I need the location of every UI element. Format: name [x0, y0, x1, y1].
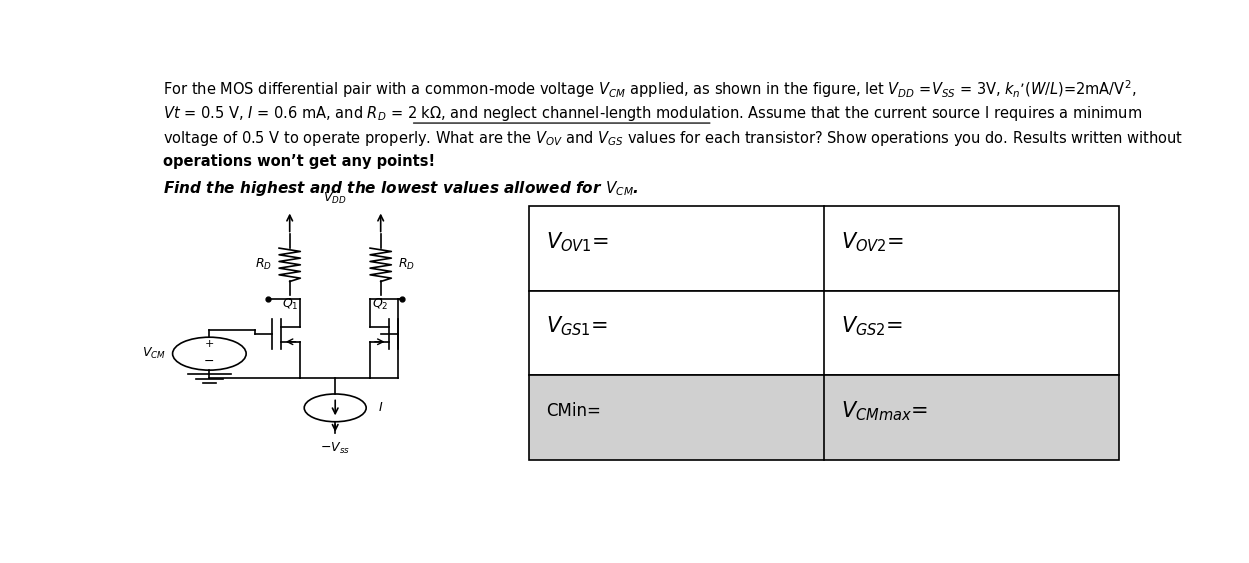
Text: For the MOS differential pair with a common-mode voltage $V_{CM}$ applied, as sh: For the MOS differential pair with a com…: [162, 78, 1137, 100]
Text: $V_{OV2}$=: $V_{OV2}$=: [842, 230, 904, 254]
Text: $V_{OV1}$=: $V_{OV1}$=: [546, 230, 610, 254]
Text: $Q_1$: $Q_1$: [282, 297, 299, 312]
FancyBboxPatch shape: [528, 291, 1119, 376]
Text: $V_{DD}$: $V_{DD}$: [323, 191, 347, 206]
Text: $Q_2$: $Q_2$: [371, 297, 388, 312]
Text: Find the highest and the lowest values allowed for $V_{CM}$.: Find the highest and the lowest values a…: [162, 179, 638, 198]
Text: CMin=: CMin=: [546, 402, 601, 420]
Text: −: −: [204, 355, 215, 368]
Text: $-V_{ss}$: $-V_{ss}$: [320, 441, 350, 457]
FancyBboxPatch shape: [528, 206, 1119, 291]
Text: $Vt$ = 0.5 V, $I$ = 0.6 mA, and $R_D$ = 2 kΩ, and neglect channel-length modulat: $Vt$ = 0.5 V, $I$ = 0.6 mA, and $R_D$ = …: [162, 104, 1142, 123]
Text: $R_D$: $R_D$: [255, 257, 272, 272]
Text: $V_{GS1}$=: $V_{GS1}$=: [546, 315, 608, 338]
Text: $V_{CM}$: $V_{CM}$: [142, 346, 166, 361]
Text: operations won’t get any points!: operations won’t get any points!: [162, 154, 435, 169]
Text: $R_D$: $R_D$: [398, 257, 415, 272]
Text: $V_{GS2}$=: $V_{GS2}$=: [842, 315, 903, 338]
Text: voltage of 0.5 V to operate properly. What are the $V_{OV}$ and $V_{GS}$ values : voltage of 0.5 V to operate properly. Wh…: [162, 129, 1183, 148]
Text: $I$: $I$: [377, 401, 383, 414]
Text: +: +: [205, 339, 214, 349]
FancyBboxPatch shape: [528, 376, 1119, 460]
Text: $V_{CMmax}$=: $V_{CMmax}$=: [842, 399, 928, 423]
